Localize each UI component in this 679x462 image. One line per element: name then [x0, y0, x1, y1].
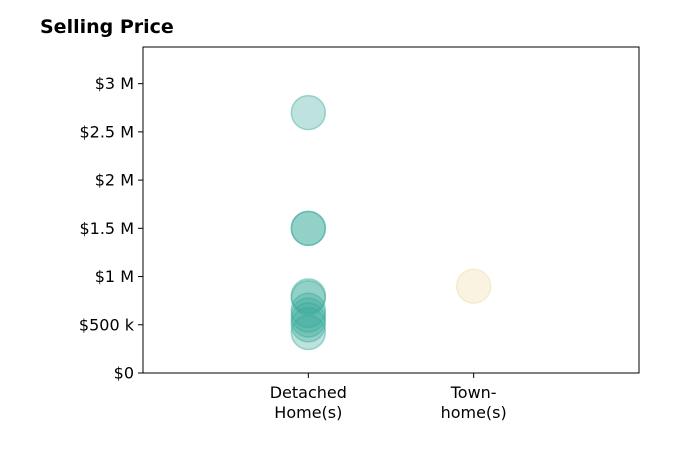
- data-point: [290, 314, 327, 351]
- plot-frame: [142, 46, 640, 374]
- x-axis: Detached Home(s) Town-home(s): [270, 373, 507, 422]
- data-point: [290, 280, 327, 316]
- data-point: [290, 302, 327, 338]
- y-tick-label: $2 M: [95, 171, 134, 190]
- data-points: [290, 94, 492, 351]
- x-tick-label: Town-home(s): [441, 383, 507, 422]
- y-axis: $0 $500 k $1 M $1.5 M $2 M $2.5 M $3 M: [79, 74, 143, 383]
- data-point: [455, 268, 492, 304]
- y-tick-label: $2.5 M: [79, 122, 134, 141]
- y-tick-label: $0: [114, 364, 134, 383]
- y-tick-label: $3 M: [95, 74, 134, 93]
- chart-title: Selling Price: [40, 16, 174, 38]
- data-point: [290, 210, 327, 247]
- data-point: [290, 210, 327, 247]
- data-point: [290, 307, 327, 343]
- data-point: [290, 278, 327, 314]
- y-tick-label: $500 k: [79, 315, 135, 334]
- data-point: [290, 94, 327, 131]
- data-point: [290, 292, 327, 329]
- x-tick-label: Detached Home(s): [270, 383, 347, 422]
- data-point: [290, 297, 327, 333]
- y-tick-label: $1.5 M: [79, 219, 134, 238]
- y-tick-label: $1 M: [95, 267, 134, 286]
